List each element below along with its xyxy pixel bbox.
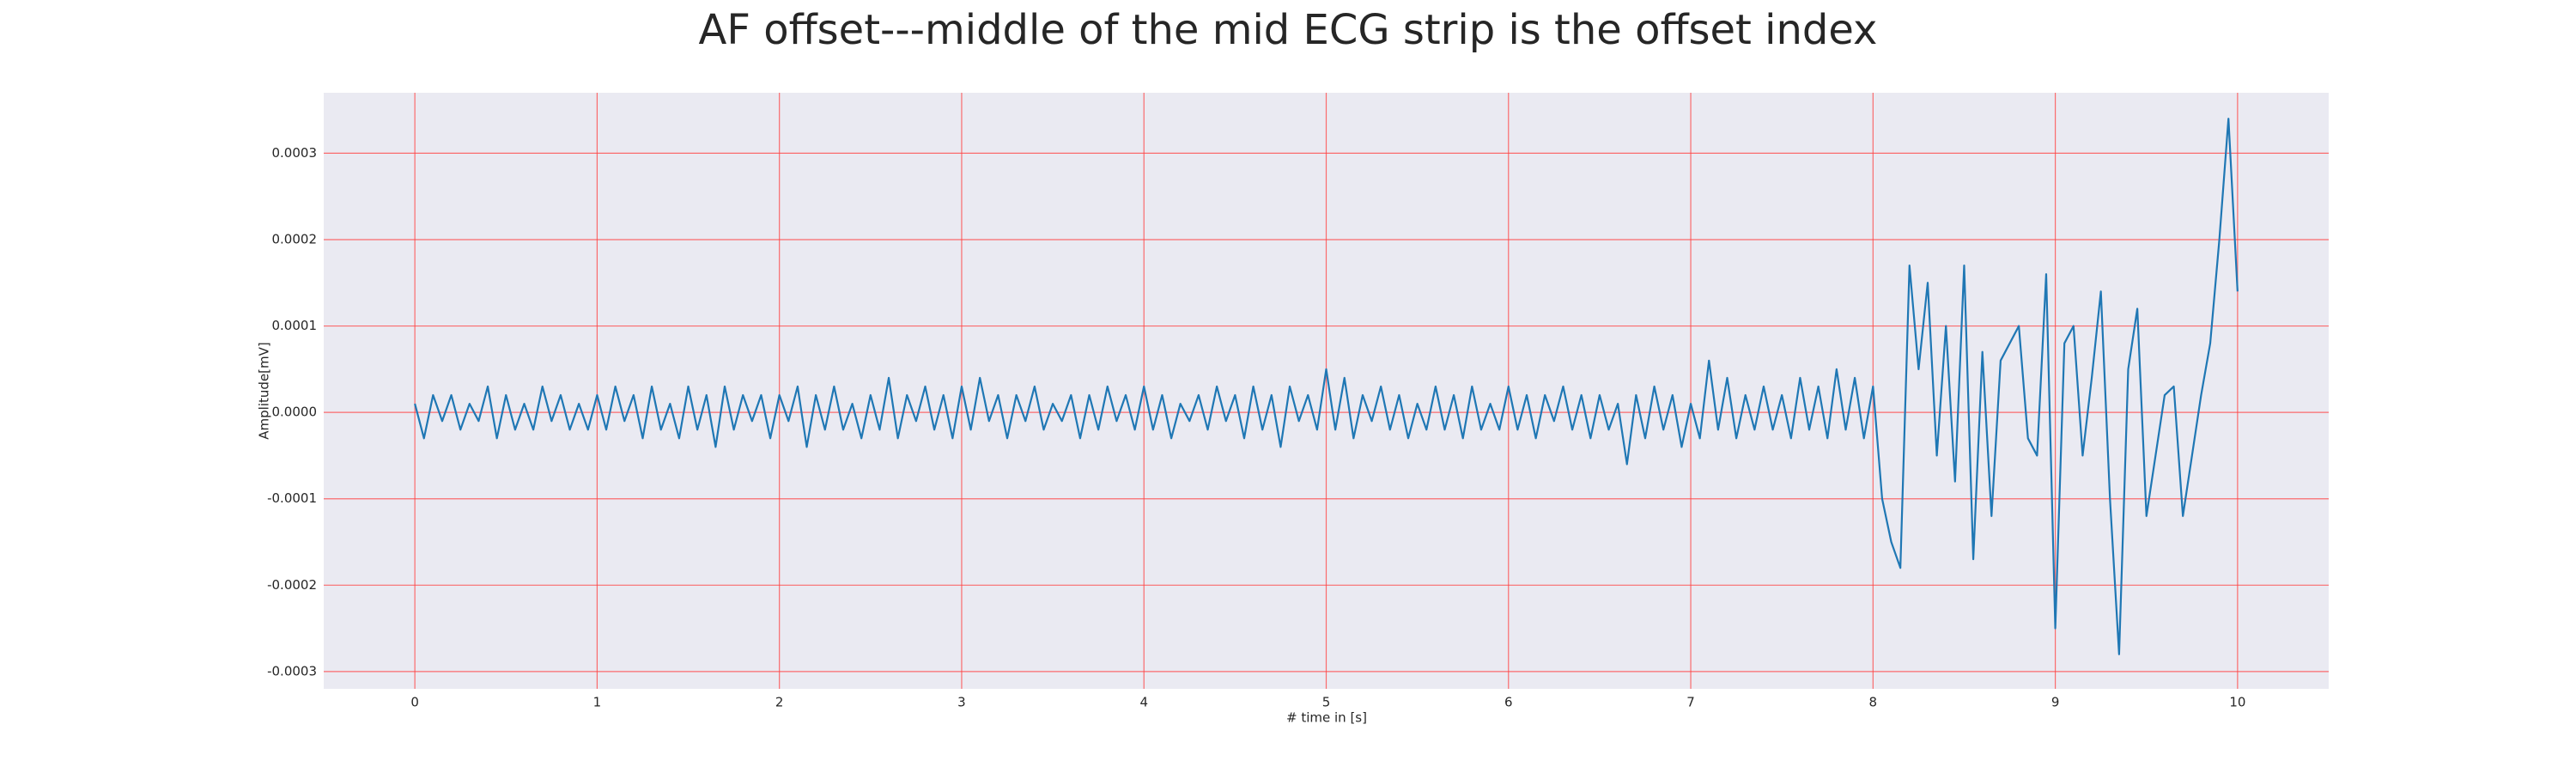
grid [324, 93, 2329, 689]
x-tick-label: 4 [1139, 695, 1148, 710]
x-tick-label: 1 [593, 695, 602, 710]
y-tick-label: -0.0002 [267, 577, 317, 593]
y-tick-label: -0.0003 [267, 663, 317, 679]
y-axis-label: Amplitude[mV] [257, 342, 272, 439]
x-tick-label: 6 [1504, 695, 1513, 710]
y-tick-label: 0.0002 [272, 231, 318, 247]
y-tick-label: 0.0001 [272, 318, 318, 333]
x-tick-label: 2 [775, 695, 784, 710]
y-tick-label: -0.0001 [267, 490, 317, 506]
x-tick-label: 0 [410, 695, 419, 710]
x-tick-label: 7 [1686, 695, 1695, 710]
x-tick-label: 9 [2051, 695, 2060, 710]
x-axis-label: # time in [s] [1286, 710, 1367, 726]
x-tick-label: 5 [1322, 695, 1331, 710]
x-tick-label: 10 [2229, 695, 2245, 710]
chart-title: AF offset---middle of the mid ECG strip … [699, 6, 1878, 54]
y-tick-label: 0.0000 [272, 405, 318, 420]
x-tick-label: 3 [957, 695, 966, 710]
x-tick-label: 8 [1869, 695, 1878, 710]
y-tick-label: 0.0003 [272, 145, 318, 161]
line-series [414, 118, 2239, 655]
